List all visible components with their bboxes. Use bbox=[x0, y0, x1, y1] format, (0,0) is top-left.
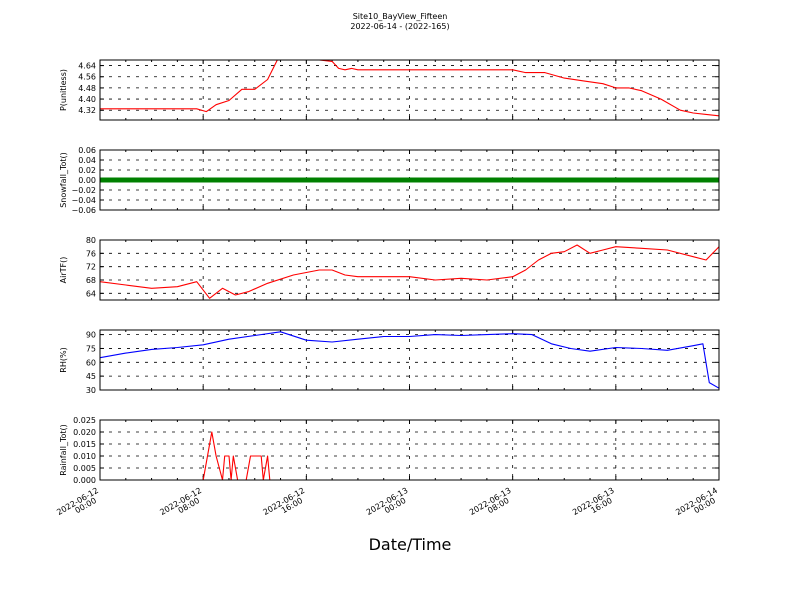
y-tick-label: 0.015 bbox=[73, 440, 96, 449]
y-tick-label: 75 bbox=[86, 344, 96, 353]
y-tick-label: 80 bbox=[86, 236, 96, 245]
y-tick-label: 0.020 bbox=[73, 428, 96, 437]
panel-1: 4.32 4.40 4.48 4.56 4.64 P(unitless) bbox=[59, 59, 720, 121]
y-tick-label: 68 bbox=[86, 276, 96, 285]
x-axis-label: Date/Time bbox=[369, 535, 452, 554]
y-tick-label: 0.010 bbox=[73, 452, 96, 461]
y-tick-label: 76 bbox=[86, 249, 96, 258]
y-tick-label: −0.04 bbox=[71, 196, 96, 205]
y-tick-label: 60 bbox=[86, 358, 96, 367]
y-tick-label: 0.00 bbox=[78, 176, 96, 185]
y-tick-label: 0.06 bbox=[78, 146, 96, 155]
y-tick-label: 64 bbox=[86, 289, 96, 298]
y-tick-label: 0.000 bbox=[73, 476, 96, 485]
y-tick-label: 4.40 bbox=[78, 95, 96, 104]
y-tick-label: 90 bbox=[86, 331, 96, 340]
panels: 4.324.404.484.564.64P(unitless)−0.06−0.0… bbox=[59, 59, 720, 485]
panel-2: −0.06−0.04−0.020.000.020.040.06 Snowfall_… bbox=[59, 146, 720, 215]
panel-4: 30 45 60 75 90 RH(%) bbox=[59, 329, 720, 395]
y-tick-label: 4.64 bbox=[78, 62, 96, 71]
chart-title: Site10_BayView_Fifteen bbox=[353, 12, 448, 21]
panel-frame bbox=[99, 329, 720, 391]
series-line bbox=[99, 244, 720, 299]
chart-subtitle: 2022-06-14 - (2022-165) bbox=[350, 22, 449, 31]
y-tick-label: −0.02 bbox=[71, 186, 96, 195]
y-tick-label: 0.02 bbox=[78, 166, 96, 175]
panel-3: 64 68 72 76 80 AirTF() bbox=[59, 236, 720, 301]
panel-frame bbox=[99, 419, 720, 481]
panel-frame bbox=[99, 149, 720, 211]
y-tick-label: 0.025 bbox=[73, 416, 96, 425]
panel-5: 0.000 0.005 0.010 0.015 0.020 0.025 Rainfall_T… bbox=[59, 416, 720, 485]
y-tick-label: 30 bbox=[86, 386, 96, 395]
y-tick-label: 0.005 bbox=[73, 464, 96, 473]
y-axis-label: P(unitless) bbox=[59, 69, 68, 111]
y-tick-label: 72 bbox=[86, 263, 96, 272]
y-axis-label: Snowfall_Tot() bbox=[59, 152, 68, 208]
y-tick-label: 0.04 bbox=[78, 156, 96, 165]
panel-frame bbox=[99, 239, 720, 301]
y-axis-label: RH(%) bbox=[59, 347, 68, 372]
y-tick-label: 4.48 bbox=[78, 84, 96, 93]
series-line bbox=[99, 331, 720, 389]
y-tick-label: −0.06 bbox=[71, 206, 96, 215]
panel-frame bbox=[99, 59, 720, 121]
y-tick-label: 45 bbox=[86, 372, 96, 381]
y-axis-label: Rainfall_Tot() bbox=[59, 424, 68, 476]
series-line bbox=[100, 59, 720, 117]
y-tick-label: 4.32 bbox=[78, 106, 96, 115]
y-axis-label: AirTF() bbox=[59, 257, 68, 284]
y-tick-label: 4.56 bbox=[78, 73, 96, 82]
